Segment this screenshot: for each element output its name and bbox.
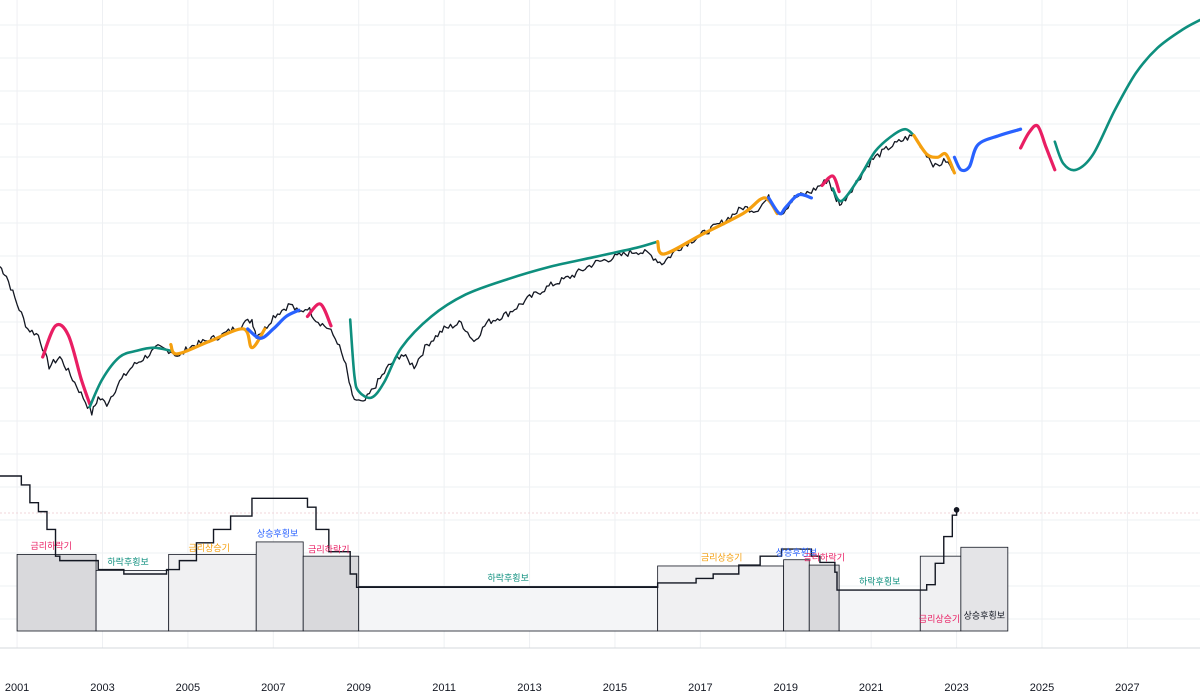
phase-label-7: 상승후횡보 [776,546,817,558]
phase-label-3: 상승후횡보 [257,528,298,540]
phase-curve-cut-8 [820,174,841,194]
phase-label-4: 금리하락기 [308,544,349,556]
phase-curve-recovery-5 [348,240,659,400]
phase-box-1 [95,570,170,632]
x-tick-label: 2017 [688,682,712,694]
phase-box-11 [960,546,1009,632]
phase-label-8: 금리하락기 [803,552,844,564]
price-line [0,134,955,416]
phase-box-8 [808,564,840,632]
x-tick-label: 2011 [432,682,456,694]
price-series [0,134,955,416]
x-tick-label: 2019 [774,682,798,694]
gridlines [0,0,1200,649]
phase-box-5 [358,586,659,632]
phase-label-5: 하락후횡보 [487,572,528,584]
phase-curve-hike-6 [656,196,779,256]
phase-curve-recovery-13 [1053,18,1200,172]
phase-curve-cut-0 [41,322,92,406]
rate-endpoint-dot [953,507,960,513]
phase-box-2 [168,553,257,632]
phase-label-6: 금리상승기 [701,553,742,564]
phase-box-6 [657,565,785,632]
phase-curve-plateau-3 [246,308,301,340]
phase-box-9 [838,589,921,632]
x-tick-label: 2021 [859,682,883,694]
phase-curve-plateau-7 [767,192,813,216]
x-tick-label: 2003 [90,682,114,694]
phase-curve-hike-10 [912,133,956,175]
x-tick-label: 2001 [5,682,29,694]
x-tick-label: 2027 [1115,682,1139,694]
phase-curves [41,18,1200,409]
phase-curve-plateau-11 [952,127,1023,173]
x-tick-label: 2007 [261,682,285,694]
x-tick-label: 2005 [176,682,200,694]
rate-step-line [0,475,960,591]
phase-curve-recovery-1 [88,346,173,409]
phase-label-9: 하락후횡보 [859,576,900,588]
x-tick-label: 2025 [1030,682,1054,694]
phase-curve-cut-12 [1019,123,1057,172]
phase-box-10 [919,555,962,632]
rate-phase-boxes [16,541,1009,632]
x-tick-label: 2009 [346,682,370,694]
phase-curve-recovery-9 [831,127,916,203]
x-tick-label: 2013 [517,682,541,694]
x-tick-label: 2015 [603,682,627,694]
x-axis: 2001 2003 2005 2007 2009 2011 2013 2015 2017 2019… [5,682,1140,694]
x-tick-label: 2023 [944,682,968,694]
phase-labels: 금리하락기하락후횡보금리상승기상승후횡보금리하락기하락후횡보금리상승기상승후횡보… [31,528,1006,626]
phase-box-4 [302,555,360,632]
phase-box-3 [255,541,304,632]
phase-curve-hike-2 [169,327,267,356]
phase-label-11: 상승후횡보 [964,610,1005,622]
phase-curve-cut-4 [305,302,333,328]
phase-label-1: 하락후횡보 [107,556,148,568]
phase-box-7 [783,559,810,632]
rate-line [0,475,958,591]
phase-label-0: 금리하락기 [31,540,72,552]
phase-box-0 [16,553,97,632]
phase-label-2: 금리상승기 [189,543,230,554]
phase-label-10: 금리상승기 [919,614,960,625]
